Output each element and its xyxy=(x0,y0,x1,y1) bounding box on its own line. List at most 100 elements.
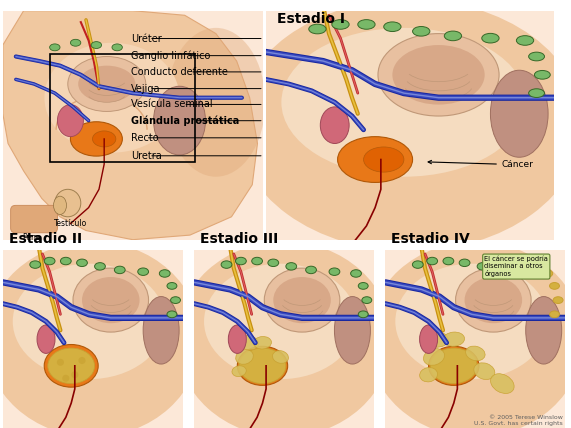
Ellipse shape xyxy=(477,263,488,270)
Ellipse shape xyxy=(456,268,531,332)
Ellipse shape xyxy=(138,268,148,276)
Ellipse shape xyxy=(93,131,116,147)
Circle shape xyxy=(71,371,78,378)
Ellipse shape xyxy=(358,311,368,318)
Ellipse shape xyxy=(378,34,499,116)
Text: Estadio IV: Estadio IV xyxy=(391,232,470,246)
Ellipse shape xyxy=(534,71,550,79)
Circle shape xyxy=(78,357,86,364)
Ellipse shape xyxy=(427,257,437,265)
Bar xyxy=(50,54,195,162)
Ellipse shape xyxy=(268,259,279,267)
Ellipse shape xyxy=(44,257,55,265)
Text: Uréter: Uréter xyxy=(131,33,162,44)
Ellipse shape xyxy=(384,22,401,32)
Ellipse shape xyxy=(529,89,545,98)
Ellipse shape xyxy=(444,31,461,41)
Ellipse shape xyxy=(490,374,514,393)
Ellipse shape xyxy=(443,257,454,265)
Ellipse shape xyxy=(143,297,179,364)
Text: Testículo: Testículo xyxy=(54,219,87,228)
Text: Estadio I: Estadio I xyxy=(277,12,345,26)
Ellipse shape xyxy=(77,259,87,267)
Ellipse shape xyxy=(0,241,201,428)
Text: Estadio II: Estadio II xyxy=(9,232,82,246)
Ellipse shape xyxy=(252,257,263,265)
Ellipse shape xyxy=(70,39,81,46)
Ellipse shape xyxy=(114,266,125,273)
Text: Glándula prostática: Glándula prostática xyxy=(131,116,240,126)
Ellipse shape xyxy=(553,297,563,303)
Text: Vesícula seminal: Vesícula seminal xyxy=(131,99,213,110)
Ellipse shape xyxy=(235,257,246,265)
Ellipse shape xyxy=(351,270,361,277)
Ellipse shape xyxy=(542,270,553,277)
Ellipse shape xyxy=(54,196,66,214)
Ellipse shape xyxy=(13,264,166,379)
Ellipse shape xyxy=(431,348,477,383)
Ellipse shape xyxy=(167,311,177,318)
Ellipse shape xyxy=(30,261,41,268)
Ellipse shape xyxy=(465,277,522,323)
Ellipse shape xyxy=(171,297,180,303)
Ellipse shape xyxy=(459,259,470,267)
Ellipse shape xyxy=(368,241,571,428)
Ellipse shape xyxy=(395,264,548,379)
Ellipse shape xyxy=(73,268,148,332)
Ellipse shape xyxy=(272,351,288,363)
Ellipse shape xyxy=(413,27,430,36)
Text: Estadio III: Estadio III xyxy=(200,232,278,246)
Ellipse shape xyxy=(37,325,55,354)
Ellipse shape xyxy=(236,350,254,364)
Ellipse shape xyxy=(549,282,560,289)
Ellipse shape xyxy=(176,241,392,428)
Ellipse shape xyxy=(159,270,170,277)
Ellipse shape xyxy=(490,70,548,157)
Ellipse shape xyxy=(305,266,316,273)
Ellipse shape xyxy=(45,43,179,153)
Ellipse shape xyxy=(95,263,106,270)
Text: Ganglio linfático: Ganglio linfático xyxy=(131,51,211,61)
Ellipse shape xyxy=(320,107,349,143)
Ellipse shape xyxy=(335,297,371,364)
Text: Uretra: Uretra xyxy=(131,151,162,161)
Ellipse shape xyxy=(238,336,259,350)
Ellipse shape xyxy=(497,266,508,273)
Ellipse shape xyxy=(329,268,340,276)
Ellipse shape xyxy=(254,336,271,349)
Ellipse shape xyxy=(424,348,444,366)
Ellipse shape xyxy=(549,311,560,318)
Ellipse shape xyxy=(429,346,479,385)
Ellipse shape xyxy=(112,44,122,51)
Ellipse shape xyxy=(482,33,499,43)
Ellipse shape xyxy=(238,346,288,385)
Ellipse shape xyxy=(61,257,71,265)
Ellipse shape xyxy=(82,277,139,323)
Ellipse shape xyxy=(358,20,375,29)
Ellipse shape xyxy=(412,261,423,268)
Ellipse shape xyxy=(44,345,98,387)
Ellipse shape xyxy=(474,363,495,380)
Ellipse shape xyxy=(423,331,448,347)
Ellipse shape xyxy=(465,346,485,361)
Ellipse shape xyxy=(91,42,102,48)
Text: Vejiga: Vejiga xyxy=(131,83,161,94)
Ellipse shape xyxy=(526,297,562,364)
Text: El cáncer se podría
diseminar a otros
órganos: El cáncer se podría diseminar a otros ór… xyxy=(484,256,548,277)
Ellipse shape xyxy=(309,24,326,34)
Ellipse shape xyxy=(78,65,135,102)
Ellipse shape xyxy=(520,268,531,276)
Ellipse shape xyxy=(286,263,297,270)
Ellipse shape xyxy=(68,56,146,111)
Circle shape xyxy=(62,375,70,382)
Text: Pene: Pene xyxy=(22,233,41,242)
Ellipse shape xyxy=(529,52,545,61)
Ellipse shape xyxy=(239,348,286,383)
Ellipse shape xyxy=(332,20,349,29)
Ellipse shape xyxy=(274,277,331,323)
Ellipse shape xyxy=(358,282,368,289)
Ellipse shape xyxy=(443,332,465,346)
Ellipse shape xyxy=(364,147,404,172)
Ellipse shape xyxy=(167,28,266,177)
Ellipse shape xyxy=(50,44,60,51)
